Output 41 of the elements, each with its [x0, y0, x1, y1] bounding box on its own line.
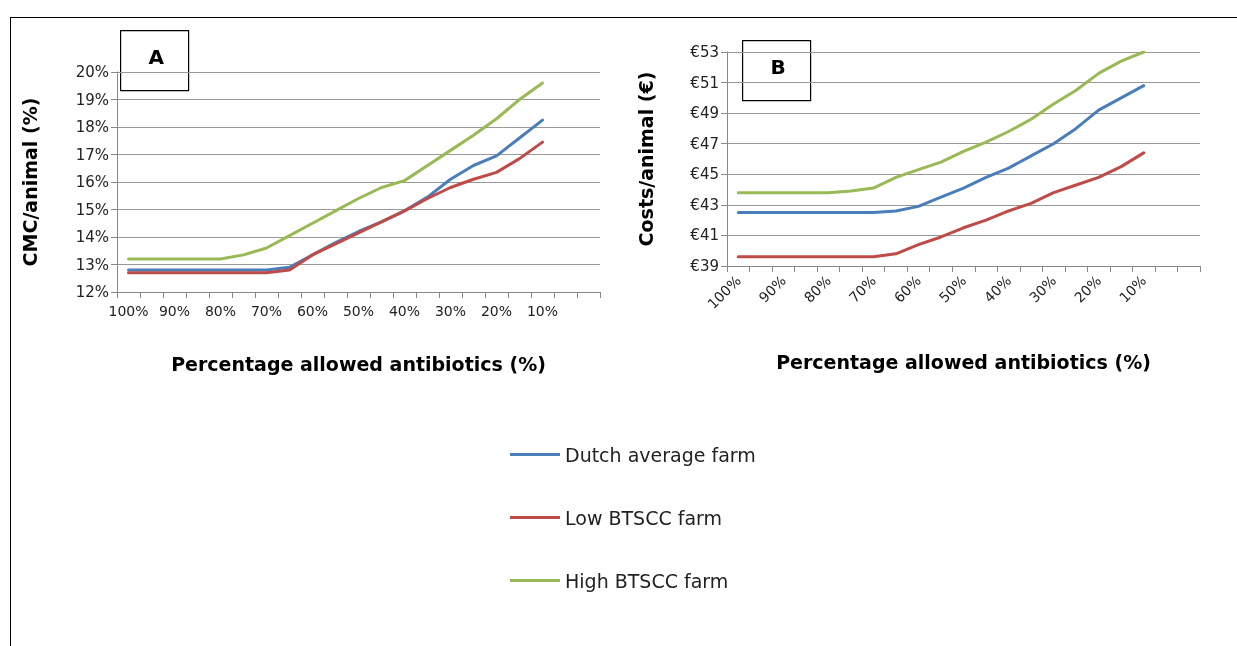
y-tick-label: €41	[690, 226, 719, 245]
y-axis-title: Costs/animal (€)	[634, 71, 657, 247]
y-tick-label: €49	[690, 104, 719, 123]
x-tick-label: 70%	[250, 303, 283, 319]
y-tick-label: 17%	[75, 145, 109, 164]
y-tick-label: €43	[690, 195, 719, 214]
x-tick-label: 50%	[342, 303, 375, 319]
y-tick-label: 19%	[75, 90, 109, 109]
y-tick-label: 12%	[75, 283, 109, 301]
y-tick-label: €39	[690, 257, 719, 275]
y-tick-label: 20%	[75, 63, 109, 81]
y-tick-label: €45	[690, 165, 719, 184]
x-tick-label: 40%	[388, 303, 421, 319]
legend-label: Dutch average farm	[565, 443, 756, 466]
line-series	[127, 140, 544, 275]
x-tick-label: 60%	[296, 303, 329, 319]
x-tick-label: 100%	[108, 303, 149, 319]
text: A	[148, 44, 165, 69]
x-axis-title: Percentage allowed antibiotics (%)	[171, 352, 546, 375]
line-series	[736, 84, 1146, 214]
x-axis-title: Percentage allowed antibiotics (%)	[776, 350, 1151, 373]
line-series	[127, 81, 544, 261]
x-tick-label: 10%	[526, 303, 559, 319]
y-axis-title: CMC/animal (%)	[18, 97, 41, 267]
x-tick-label: 90%	[158, 303, 191, 319]
y-tick-label: 13%	[75, 255, 109, 274]
y-tick-label: 18%	[75, 118, 109, 136]
y-tick-label: €51	[690, 73, 719, 92]
x-tick-label: 30%	[434, 303, 467, 319]
y-tick-label: €47	[690, 134, 719, 153]
legend-label: High BTSCC farm	[565, 569, 729, 592]
x-tick-label: 20%	[480, 303, 513, 319]
y-tick-label: €53	[690, 43, 719, 61]
legend-label: Low BTSCC farm	[565, 506, 723, 529]
line-series	[736, 50, 1146, 195]
annotation: B	[770, 54, 786, 79]
y-tick-label: 15%	[75, 200, 109, 219]
x-tick-label: 80%	[204, 303, 237, 319]
y-tick-label: 14%	[75, 228, 109, 246]
y-tick-label: 16%	[75, 173, 109, 191]
line-series	[736, 151, 1146, 259]
